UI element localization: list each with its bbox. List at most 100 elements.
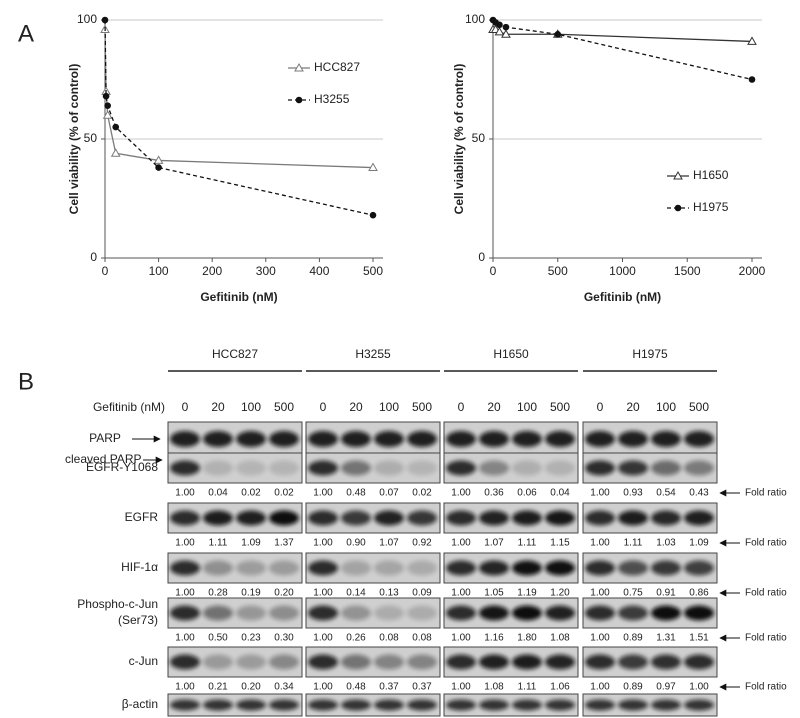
band (545, 654, 575, 670)
fold-ratio: 1.51 (689, 633, 709, 644)
band (684, 510, 714, 526)
x-axis-label: Gefitinib (nM) (584, 290, 661, 304)
x-tick-label: 1500 (674, 264, 701, 278)
band (269, 510, 299, 526)
band (269, 460, 299, 476)
band (446, 431, 476, 447)
fold-ratio: 1.80 (517, 633, 537, 644)
fold-ratio: 1.11 (518, 538, 537, 549)
band (545, 605, 575, 621)
fold-ratio: 1.00 (689, 682, 709, 693)
fold-ratio: 1.00 (590, 488, 610, 499)
series-line (104, 19, 374, 216)
fold-ratio: 1.09 (241, 538, 261, 549)
fold-ratio: 0.19 (241, 588, 261, 599)
row-label: HIF-1α (121, 560, 158, 574)
band (407, 560, 437, 576)
band (236, 431, 266, 447)
band (341, 460, 371, 476)
fold-ratio: 1.00 (175, 588, 195, 599)
marker (496, 21, 503, 29)
band (585, 605, 615, 621)
band (203, 460, 233, 476)
band (684, 654, 714, 670)
band (512, 510, 542, 526)
fold-ratio: 1.00 (590, 633, 610, 644)
marker (747, 36, 757, 45)
dose: 100 (656, 400, 676, 414)
band (512, 605, 542, 621)
fold-ratio: 0.93 (623, 488, 643, 499)
band (545, 460, 575, 476)
marker (101, 16, 109, 24)
band (374, 510, 404, 526)
fold-ratio-label: Fold ratio (745, 682, 787, 693)
fold-ratio: 0.37 (412, 682, 432, 693)
fold-ratio: 0.04 (208, 488, 228, 499)
fold-ratio: 1.00 (175, 682, 195, 693)
band (269, 654, 299, 670)
band (479, 431, 509, 447)
y-tick-label: 50 (84, 131, 98, 145)
dose: 500 (412, 400, 432, 414)
band (618, 431, 648, 447)
marker (112, 123, 120, 131)
fold-ratio: 0.02 (412, 488, 432, 499)
fold-ratio: 1.00 (590, 682, 610, 693)
band (512, 560, 542, 576)
band (651, 560, 681, 576)
band (341, 699, 371, 711)
band (618, 654, 648, 670)
fold-ratio-label: Fold ratio (745, 633, 787, 644)
fold-ratio: 1.00 (313, 682, 333, 693)
group-name: H1975 (632, 347, 668, 361)
band (341, 431, 371, 447)
fold-ratio: 0.34 (274, 682, 294, 693)
band (341, 510, 371, 526)
fold-ratio: 1.37 (274, 538, 294, 549)
fold-ratio: 1.00 (313, 538, 333, 549)
band (269, 699, 299, 711)
marker (494, 26, 505, 36)
band (651, 605, 681, 621)
band (236, 654, 266, 670)
fold-ratio: 1.08 (550, 633, 570, 644)
band (374, 560, 404, 576)
x-tick-label: 400 (309, 264, 329, 278)
fold-ratio: 0.92 (412, 538, 432, 549)
panel-label: A (18, 20, 34, 47)
band (203, 510, 233, 526)
band (618, 460, 648, 476)
band (236, 510, 266, 526)
band (407, 654, 437, 670)
x-tick-label: 300 (256, 264, 276, 278)
fold-ratio: 1.03 (656, 538, 676, 549)
band (684, 431, 714, 447)
band (203, 654, 233, 670)
band (585, 560, 615, 576)
band (585, 510, 615, 526)
band (203, 699, 233, 711)
fold-ratio: 1.00 (590, 538, 610, 549)
fold-ratio: 0.90 (346, 538, 366, 549)
dose: 20 (487, 400, 501, 414)
fold-ratio: 0.23 (241, 633, 261, 644)
y-tick-label: 50 (472, 131, 486, 145)
fold-ratio: 0.89 (623, 682, 643, 693)
band (479, 460, 509, 476)
band (236, 699, 266, 711)
band (170, 560, 200, 576)
legend-label: H1975 (693, 200, 729, 214)
band (618, 699, 648, 711)
fold-ratio: 0.08 (379, 633, 399, 644)
fold-ratio: 0.20 (274, 588, 294, 599)
band (684, 460, 714, 476)
fold-ratio: 0.13 (379, 588, 399, 599)
band (684, 699, 714, 711)
blot-box (443, 693, 579, 717)
fold-ratio-label: Fold ratio (745, 588, 787, 599)
x-tick-label: 200 (202, 264, 222, 278)
blot-box (167, 693, 303, 717)
x-tick-label: 100 (149, 264, 169, 278)
band (684, 605, 714, 621)
